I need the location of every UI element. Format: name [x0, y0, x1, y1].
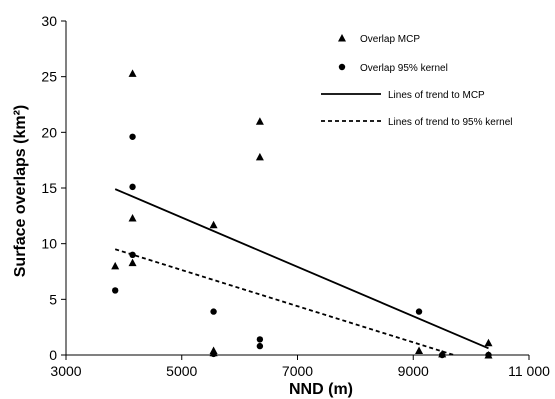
- x-tick-label: 9000: [398, 363, 429, 379]
- data-point-mcp: [128, 69, 137, 77]
- data-point-kernel: [415, 308, 423, 315]
- x-tick-label: 11 000: [508, 363, 550, 379]
- data-point-kernel: [129, 183, 136, 191]
- data-point-mcp: [128, 214, 137, 222]
- data-point-kernel: [210, 350, 217, 358]
- legend-label: Overlap 95% kernel: [360, 63, 448, 74]
- x-axis-ticks: 3000 5000 7000 9000 11 000: [50, 355, 550, 379]
- x-tick-label: 3000: [50, 363, 81, 379]
- data-point-mcp: [415, 346, 424, 355]
- data-point-kernel: [111, 287, 119, 294]
- legend-label: Overlap MCP: [360, 34, 420, 45]
- data-point-kernel: [256, 336, 264, 343]
- y-tick-label: 5: [49, 291, 57, 307]
- y-axis-title: Surface overlaps (km²): [12, 105, 29, 278]
- data-point-mcp: [128, 258, 137, 267]
- data-point-kernel: [438, 351, 446, 359]
- y-tick-label: 25: [41, 69, 57, 85]
- data-point-kernel: [129, 251, 136, 258]
- y-tick-label: 10: [41, 236, 57, 252]
- legend-label: Lines of trend to MCP: [388, 90, 485, 101]
- y-tick-label: 15: [41, 180, 57, 196]
- legend: Overlap MCP Overlap 95% kernel Lines of tr…: [321, 34, 513, 128]
- data-point-kernel: [210, 308, 217, 315]
- data-point-mcp: [255, 117, 264, 125]
- legend-symbol-kernel: [338, 63, 346, 71]
- data-point-kernel: [256, 342, 264, 350]
- x-axis-title: NND (m): [289, 381, 353, 398]
- data-point-kernel: [129, 133, 136, 140]
- data-points: [111, 69, 493, 359]
- y-tick-label: 0: [49, 347, 57, 363]
- data-point-mcp: [111, 261, 120, 270]
- x-tick-label: 5000: [166, 363, 197, 379]
- legend-symbol-mcp: [338, 34, 346, 42]
- data-point-mcp: [209, 220, 218, 229]
- data-point-kernel: [485, 351, 492, 359]
- y-tick-label: 30: [41, 13, 57, 29]
- data-point-mcp: [255, 152, 264, 161]
- trend-lines: [114, 188, 489, 356]
- trend-line-solid: [114, 188, 489, 350]
- legend-label: Lines of trend to 95% kernel: [388, 117, 513, 128]
- y-axis-ticks: 0 5 10 15 20 25 30: [41, 13, 66, 363]
- y-tick-label: 20: [41, 124, 57, 140]
- data-point-mcp: [484, 338, 493, 347]
- trend-line-dashed: [114, 248, 455, 356]
- x-tick-label: 7000: [282, 363, 313, 379]
